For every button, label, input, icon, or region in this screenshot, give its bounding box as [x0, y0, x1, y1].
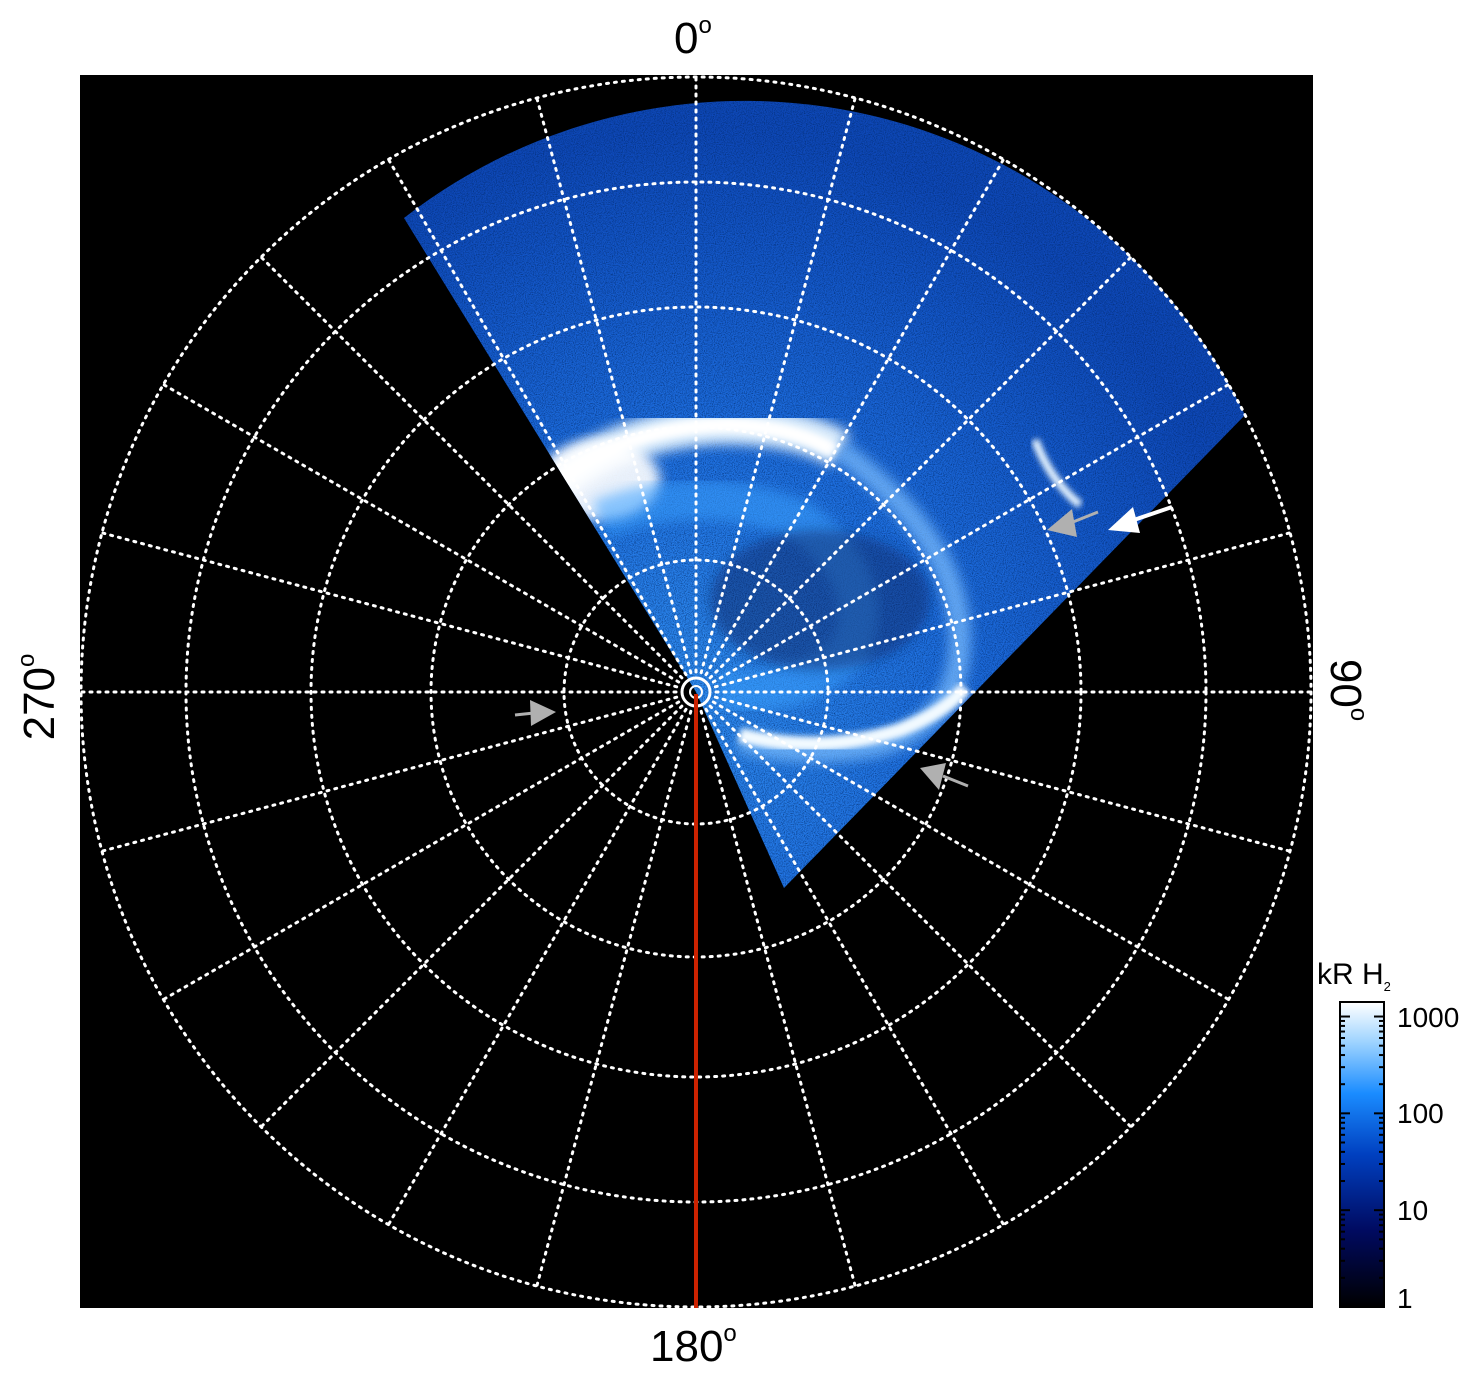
- degree-symbol: o: [723, 1320, 737, 1348]
- grid-spoke: [713, 695, 1292, 853]
- grid-spoke: [704, 157, 1005, 677]
- dark-polar-cap: [710, 530, 930, 670]
- grid-spokes: [80, 75, 1313, 1308]
- label-90-value: 90: [1321, 658, 1370, 708]
- degree-symbol: o: [1344, 707, 1372, 722]
- arrow-white-right: [1108, 505, 1173, 533]
- colorbar-title-subscript: 2: [1383, 979, 1391, 994]
- arrow-gray-upper: [1047, 509, 1099, 537]
- colorbar-tick-label: 1000: [1397, 1002, 1460, 1033]
- grid-spoke: [708, 704, 1133, 1129]
- grid-spoke: [708, 255, 1133, 680]
- grid-spoke: [535, 709, 693, 1288]
- lower-arc: [738, 683, 971, 751]
- label-90-deg: 90o: [1320, 658, 1372, 722]
- degree-symbol: o: [698, 12, 712, 40]
- grid-spoke: [713, 531, 1292, 689]
- grid-ring: [309, 305, 1083, 1079]
- colorbar-tick-label: 100: [1397, 1098, 1444, 1129]
- arrow-gray-lower: [920, 763, 969, 790]
- grid-spoke: [699, 96, 857, 675]
- grid-spoke: [387, 707, 688, 1227]
- grid-spoke: [259, 255, 684, 680]
- colorbar: [1339, 1001, 1385, 1308]
- grid-spoke: [699, 709, 857, 1288]
- colorbar-ticks: [1340, 1015, 1384, 1308]
- colorbar-title-text: kR H: [1317, 958, 1384, 991]
- label-0-deg: 0o: [674, 14, 712, 64]
- label-180-value: 180: [650, 1322, 724, 1371]
- label-0-value: 0: [674, 14, 699, 63]
- grid-spoke: [711, 383, 1231, 684]
- grid-spoke: [100, 695, 679, 853]
- outer-spot-arc: [1031, 438, 1083, 509]
- grid-spoke: [711, 700, 1231, 1001]
- colorbar-tick-label: 10: [1397, 1195, 1429, 1226]
- grid-spoke: [535, 96, 693, 675]
- inner-oval: [736, 441, 972, 763]
- grid-spoke: [161, 700, 681, 1001]
- label-270-deg: 270o: [13, 653, 65, 741]
- grid-spoke: [387, 157, 688, 677]
- grid-spoke: [259, 704, 684, 1129]
- grid-spoke: [704, 707, 1005, 1227]
- arrow-gray-left: [514, 700, 556, 726]
- degree-symbol: o: [13, 653, 41, 667]
- colorbar-title: kR H2: [1317, 958, 1391, 994]
- colorbar-tick-label: 1: [1397, 1283, 1413, 1314]
- grid-spoke: [100, 531, 679, 689]
- grid-spoke: [161, 383, 681, 684]
- label-270-value: 270: [15, 666, 64, 741]
- label-180-deg: 180o: [650, 1322, 737, 1372]
